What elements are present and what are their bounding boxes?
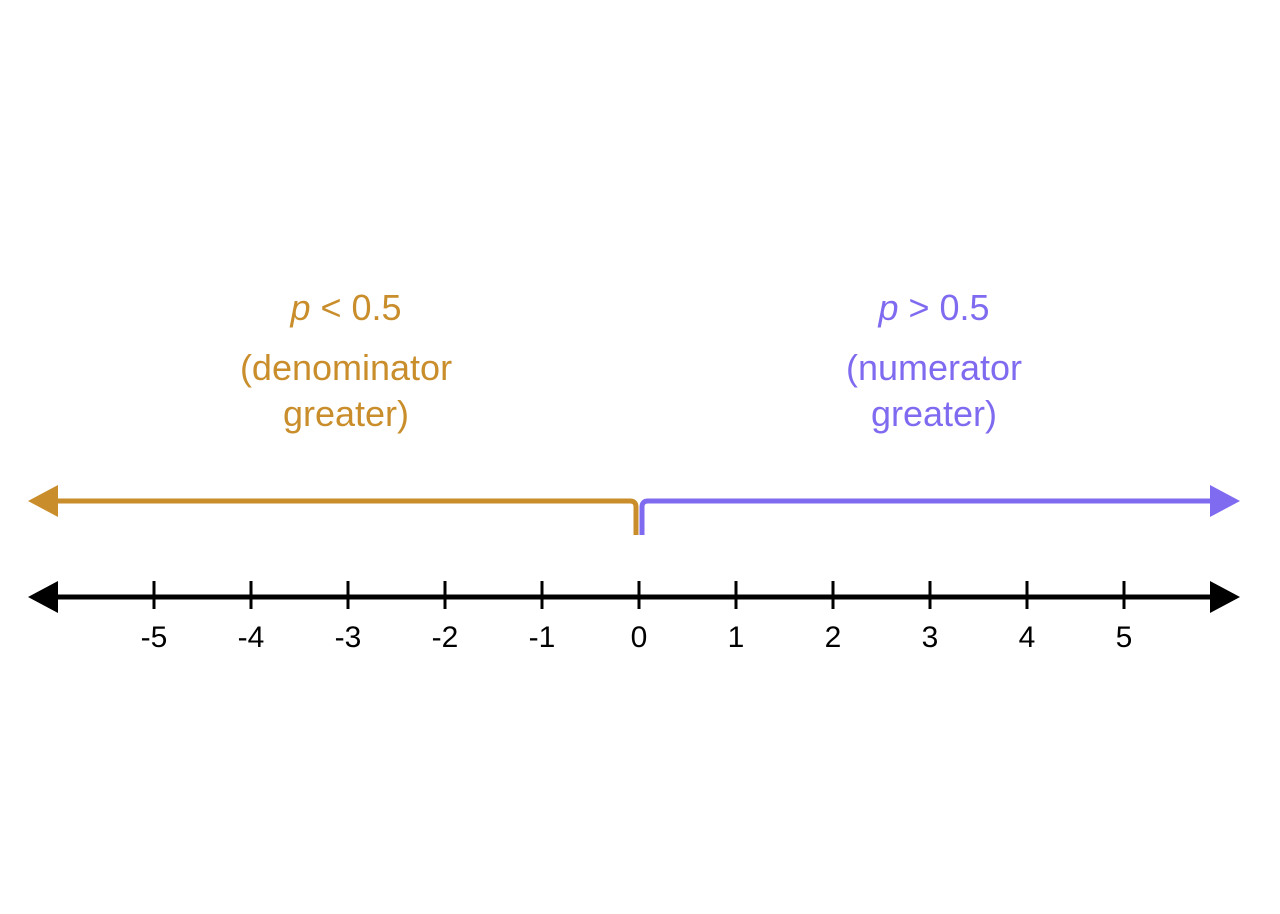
left-description-line1: (denominator: [239, 347, 453, 388]
tick-label: -2: [432, 621, 459, 654]
left-region-line: [56, 498, 639, 535]
tick-label: 1: [728, 621, 745, 654]
right-region-arrow: [639, 485, 1240, 535]
number-line-axis: -5 -4 -3 -2 -1 0 1 2 3 4 5: [28, 581, 1240, 654]
tick-label: 2: [825, 621, 842, 654]
right-variable: p: [878, 287, 899, 328]
right-condition-text: > 0.5: [898, 287, 990, 328]
right-region-line: [639, 498, 1212, 535]
right-description-line1: (numerator: [845, 347, 1023, 388]
tick-label: -4: [238, 621, 265, 654]
left-variable: p: [290, 287, 311, 328]
axis-left-arrowhead-icon: [28, 581, 58, 613]
tick-label: 3: [922, 621, 939, 654]
left-region-label: p < 0.5 (denominator greater): [196, 285, 496, 437]
right-condition: p > 0.5: [784, 285, 1084, 331]
tick-label: -5: [141, 621, 168, 654]
tick-label: -3: [335, 621, 362, 654]
tick-label: 4: [1019, 621, 1036, 654]
tick-labels: -5 -4 -3 -2 -1 0 1 2 3 4 5: [141, 621, 1133, 654]
tick-label: 5: [1116, 621, 1133, 654]
left-arrowhead-icon: [28, 485, 58, 517]
right-arrowhead-icon: [1210, 485, 1240, 517]
left-description-line2: greater): [282, 393, 410, 434]
left-condition-text: < 0.5: [310, 287, 402, 328]
right-description-line2: greater): [870, 393, 998, 434]
right-region-label: p > 0.5 (numerator greater): [784, 285, 1084, 437]
left-region-arrow: [28, 485, 639, 535]
left-condition: p < 0.5: [196, 285, 496, 331]
tick-marks: [152, 581, 1126, 609]
tick-label: 0: [631, 621, 648, 654]
tick-label: -1: [529, 621, 556, 654]
axis-right-arrowhead-icon: [1210, 581, 1240, 613]
